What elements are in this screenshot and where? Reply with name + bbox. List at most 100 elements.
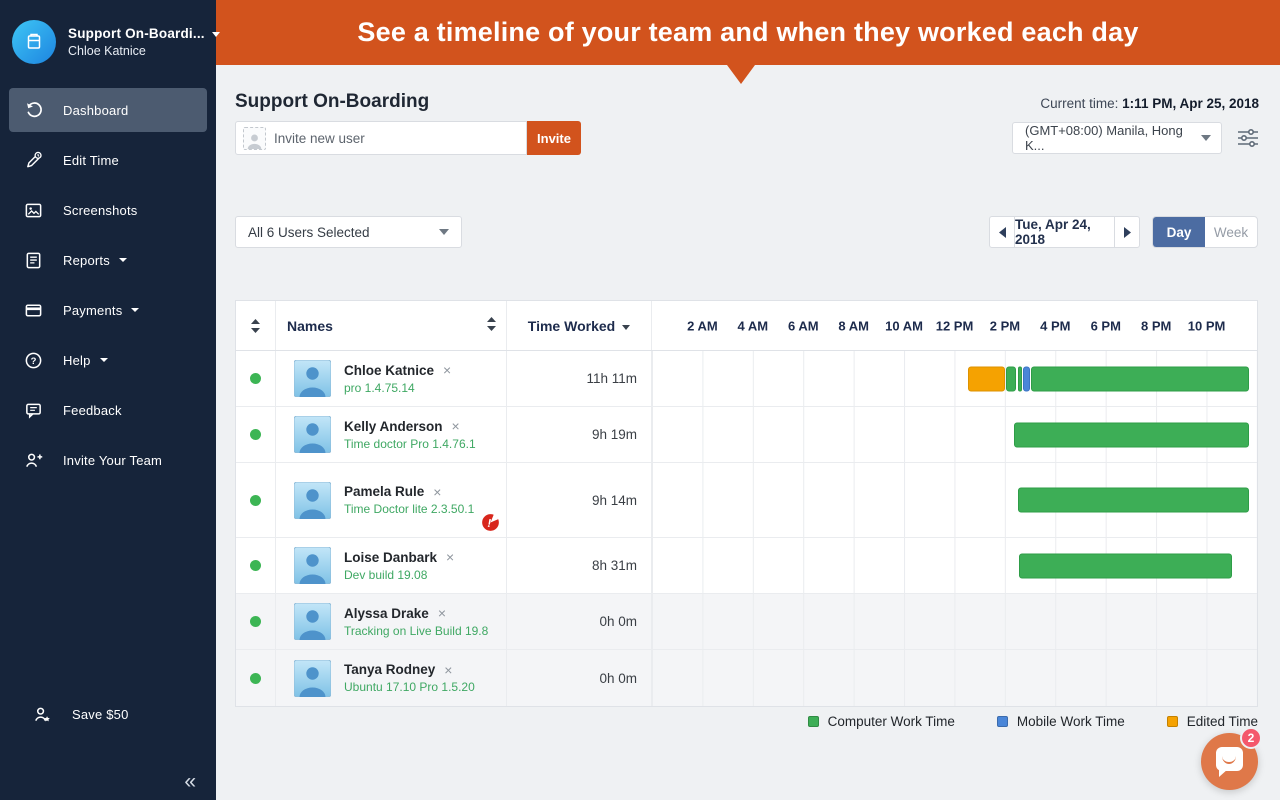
- timeline-cell: [652, 594, 1257, 649]
- sidebar-item-screenshots[interactable]: Screenshots: [9, 188, 207, 232]
- avatar: [293, 481, 332, 519]
- time-axis-label: 8 PM: [1140, 318, 1172, 333]
- app-version: pro 1.4.75.14: [344, 380, 415, 395]
- names-sort-header[interactable]: Names: [276, 301, 507, 350]
- edited-legend-swatch: [1166, 716, 1178, 727]
- users-filter-value: All 6 Users Selected: [248, 224, 370, 240]
- date-display[interactable]: Tue, Apr 24, 2018: [1014, 216, 1115, 248]
- invite-input-wrap: [235, 121, 527, 155]
- timeline-table: Names Time Worked 2 AM 4 AM 6 AM 8 AM 10 AM 1…: [235, 300, 1258, 707]
- mobile-time-bar[interactable]: [1023, 366, 1031, 391]
- sidebar-item-label: Reports: [63, 252, 110, 268]
- remove-user-icon[interactable]: ×: [437, 605, 446, 621]
- sidebar-item-edit-time[interactable]: Edit Time: [9, 138, 207, 182]
- computer-time-bar[interactable]: [1014, 422, 1249, 447]
- online-status-dot: [250, 616, 261, 627]
- remove-user-icon[interactable]: ×: [443, 362, 452, 378]
- next-day-button[interactable]: [1114, 216, 1140, 248]
- remove-user-icon[interactable]: ×: [444, 661, 453, 678]
- invite-button[interactable]: Invite: [527, 121, 581, 155]
- time-axis-label: 12 PM: [935, 318, 974, 333]
- remove-user-icon[interactable]: ×: [433, 483, 442, 500]
- sidebar-item-help[interactable]: ? Help: [9, 338, 207, 382]
- time-axis-label: 6 AM: [787, 318, 819, 333]
- timezone-select[interactable]: (GMT+08:00) Manila, Hong K...: [1012, 122, 1222, 154]
- time-worked-value: 9h 14m: [507, 463, 652, 537]
- prev-day-button[interactable]: [989, 216, 1015, 248]
- sidebar-item-label: Feedback: [63, 402, 122, 418]
- avatar: [293, 415, 332, 454]
- collapse-sidebar-icon[interactable]: «: [184, 770, 196, 793]
- time-axis-label: 8 AM: [838, 318, 869, 333]
- edit-time-icon: [23, 150, 43, 170]
- user-name: Loise Danbark: [344, 549, 438, 565]
- reports-icon: [23, 250, 43, 270]
- time-worked-value: 9h 19m: [507, 407, 652, 462]
- chevron-down-icon: [1201, 135, 1211, 141]
- chat-bubble-icon: [1216, 747, 1243, 777]
- sidebar-item-feedback[interactable]: Feedback: [9, 388, 207, 432]
- computer-time-bar[interactable]: [1018, 553, 1232, 578]
- avatar: [293, 659, 332, 697]
- timeline-cell: [652, 650, 1257, 706]
- sidebar-item-invite-your-team[interactable]: Invite Your Team: [9, 438, 207, 482]
- online-status-dot: [250, 494, 261, 506]
- filter-settings-icon[interactable]: [1236, 126, 1260, 150]
- time-axis-label: 6 PM: [1090, 318, 1121, 333]
- user-name: Alyssa Drake: [344, 605, 429, 621]
- online-status-dot: [250, 429, 261, 440]
- user-name: Tanya Rodney: [344, 662, 436, 677]
- time-worked-sort-header[interactable]: Time Worked: [507, 301, 652, 350]
- current-time-value: 1:11 PM, Apr 25, 2018: [1122, 96, 1259, 111]
- computer-legend-swatch: [807, 716, 819, 727]
- table-header: Names Time Worked 2 AM 4 AM 6 AM 8 AM 10 AM 1…: [236, 301, 1257, 351]
- legend-label: Computer Work Time: [827, 714, 955, 729]
- invite-team-icon: [23, 450, 43, 470]
- chat-notification-badge: 2: [1240, 727, 1262, 749]
- history-icon: [23, 100, 43, 120]
- computer-time-bar[interactable]: [1031, 366, 1249, 391]
- remove-user-icon[interactable]: ×: [446, 549, 455, 565]
- promo-banner: See a timeline of your team and when the…: [216, 0, 1280, 65]
- sidebar-item-dashboard[interactable]: Dashboard: [9, 88, 207, 132]
- chat-widget-button[interactable]: 2: [1201, 727, 1262, 790]
- time-axis-label: 10 AM: [885, 318, 923, 333]
- sidebar-item-payments[interactable]: Payments: [9, 288, 207, 332]
- timezone-value: (GMT+08:00) Manila, Hong K...: [1025, 123, 1183, 153]
- svg-text:?: ?: [30, 355, 36, 366]
- legend-item-mobile: Mobile Work Time: [996, 714, 1125, 729]
- legend-label: Mobile Work Time: [1016, 714, 1125, 729]
- toggle-day[interactable]: Day: [1153, 217, 1205, 247]
- timeline-cell: [652, 407, 1257, 462]
- status-sort-header[interactable]: [236, 301, 276, 350]
- computer-time-bar[interactable]: [1017, 487, 1249, 513]
- company-name: Support On-Boardi...: [68, 26, 205, 41]
- computer-time-bar[interactable]: [1017, 366, 1023, 391]
- smile-icon: [1222, 756, 1236, 764]
- warning-icon[interactable]: !: [481, 513, 500, 532]
- legend-item-edited: Edited Time: [1166, 714, 1258, 729]
- time-axis-label: 4 PM: [1040, 318, 1071, 333]
- computer-time-bar[interactable]: [1006, 366, 1017, 391]
- toggle-week[interactable]: Week: [1213, 224, 1249, 240]
- edited-time-bar[interactable]: [967, 366, 1005, 391]
- remove-user-icon[interactable]: ×: [451, 418, 460, 434]
- account-switcher[interactable]: Support On-Boardi... Chloe Katnice: [0, 0, 220, 82]
- svg-text:!: !: [486, 518, 492, 531]
- time-axis-label: 2 PM: [989, 318, 1021, 333]
- sidebar-item-label: Screenshots: [63, 202, 138, 218]
- app-version: Tracking on Live Build 19.8: [344, 623, 489, 638]
- table-row: Chloe Katnice × pro 1.4.75.14 ! 11h 11m: [236, 351, 1257, 407]
- sidebar-item-label: Invite Your Team: [63, 452, 163, 468]
- sidebar-item-reports[interactable]: Reports: [9, 238, 207, 282]
- timeline-cell: [652, 351, 1257, 406]
- company-avatar: [12, 20, 56, 64]
- timeline-header: 2 AM 4 AM 6 AM 8 AM 10 AM 12 PM 2 PM 4 PM 6 PM 8 …: [652, 301, 1257, 350]
- invite-email-input[interactable]: [266, 122, 526, 154]
- screenshots-icon: [23, 200, 43, 220]
- user-name: Pamela Rule: [344, 484, 425, 499]
- sidebar-item-save-50[interactable]: Save $50: [18, 692, 198, 736]
- chevron-down-icon: [131, 308, 140, 312]
- feedback-icon: [23, 400, 43, 420]
- users-filter-dropdown[interactable]: All 6 Users Selected: [235, 216, 462, 248]
